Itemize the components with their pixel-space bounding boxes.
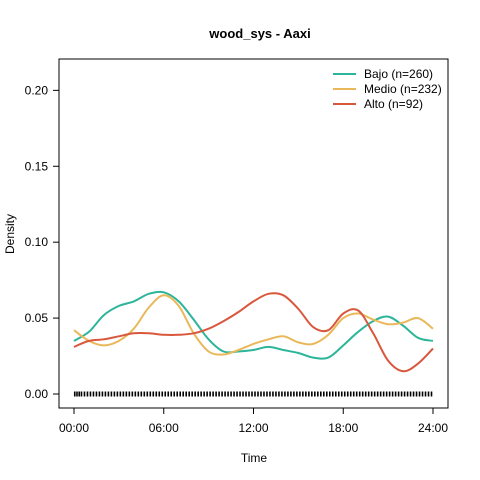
y-tick-label: 0.05	[25, 311, 49, 325]
series-line	[73, 290, 434, 360]
y-tick-label: 0.15	[25, 159, 49, 173]
y-axis-label: Density	[3, 214, 17, 254]
legend-label: Bajo (n=260)	[364, 67, 433, 81]
y-tick-label: 0.20	[25, 83, 49, 97]
x-axis-label: Time	[241, 451, 268, 465]
plot-frame	[58, 58, 449, 409]
x-axis: 00:00 06:00 12:00 18:00 24:00	[59, 407, 448, 435]
legend-label: Alto (n=92)	[364, 97, 423, 111]
legend: Bajo (n=260)Medio (n=232)Alto (n=92)	[333, 67, 442, 111]
y-tick-label: 0.00	[25, 387, 49, 401]
chart-title: wood_sys - Aaxi	[208, 26, 310, 41]
x-tick-label: 00:00	[59, 421, 89, 435]
legend-label: Medio (n=232)	[364, 82, 442, 96]
y-axis: 0.00 0.05 0.10 0.15 0.20	[25, 83, 59, 401]
series-lines	[73, 290, 434, 373]
y-tick-label: 0.10	[25, 235, 49, 249]
series-line	[73, 292, 434, 373]
rug-marks	[73, 391, 433, 397]
x-tick-label: 12:00	[238, 421, 268, 435]
series-line	[73, 294, 434, 356]
x-tick-label: 24:00	[418, 421, 448, 435]
x-tick-label: 18:00	[328, 421, 358, 435]
x-tick-label: 06:00	[149, 421, 179, 435]
